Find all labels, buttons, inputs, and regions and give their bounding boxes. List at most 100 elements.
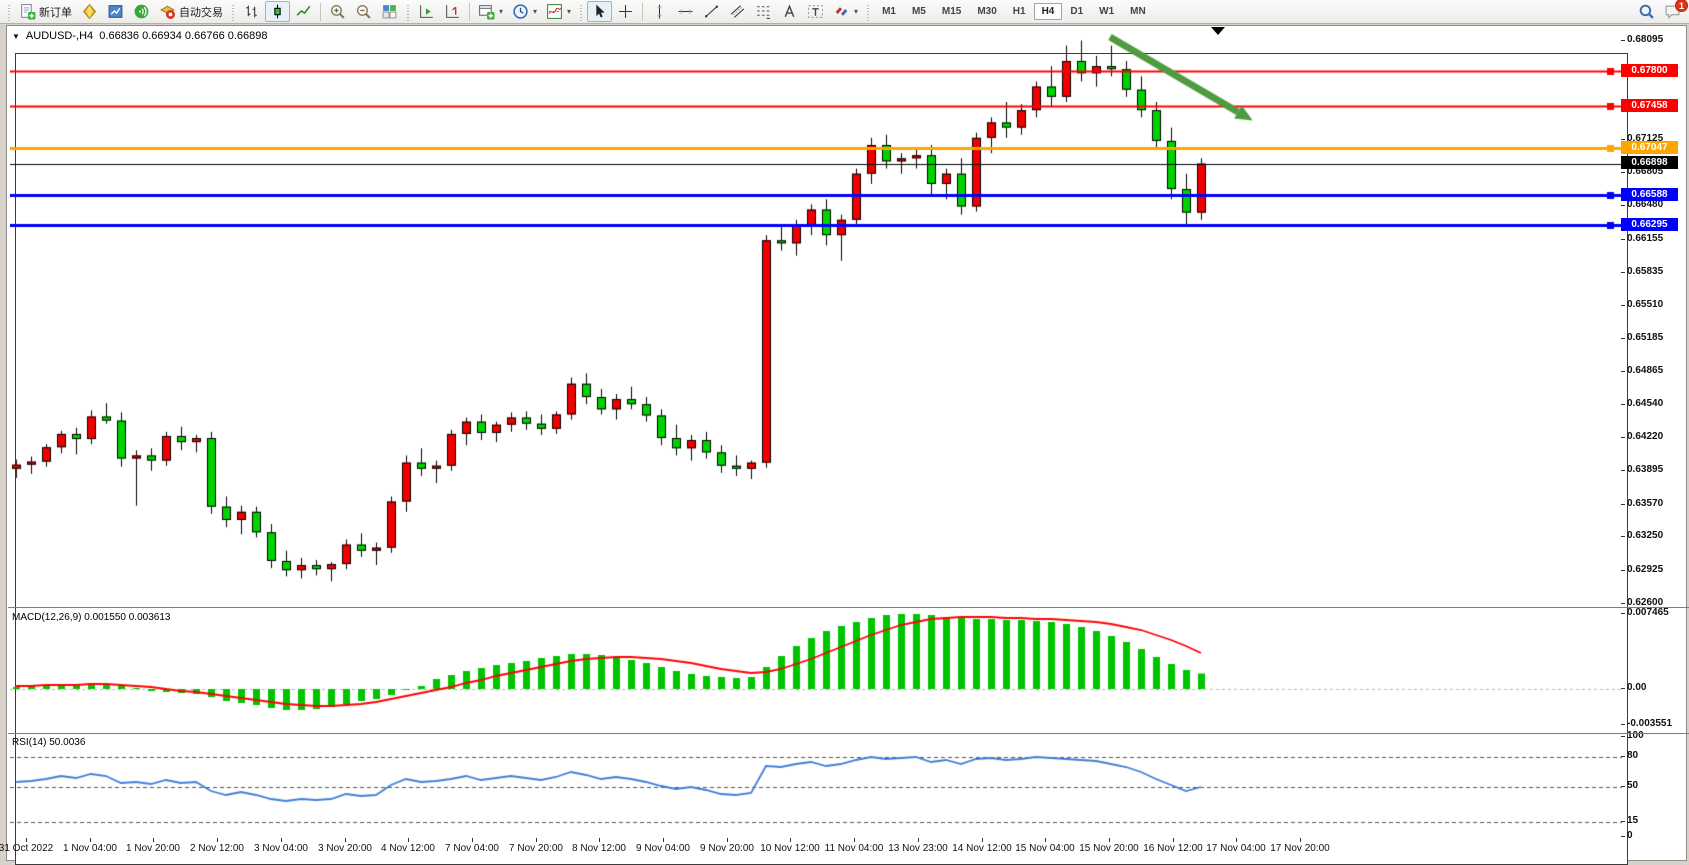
y-axis-tick: 0.65510 — [1627, 299, 1664, 310]
timeframe-M5[interactable]: M5 — [911, 6, 926, 17]
x-axis-label: 31 Oct 2022 — [0, 843, 54, 854]
macd-axis-tick: -0.003551 — [1627, 718, 1673, 729]
toolbar-grip — [578, 2, 585, 21]
y-axis-tick-mark — [1621, 205, 1625, 206]
x-axis-label: 17 Nov 04:00 — [1206, 843, 1266, 854]
fibonacci-button[interactable] — [751, 1, 776, 22]
price-line-label[interactable]: 0.67047 — [1621, 141, 1678, 154]
y-axis-tick-mark — [1621, 504, 1625, 505]
x-axis-tick-mark — [281, 838, 282, 842]
y-axis-tick: 0.62600 — [1627, 597, 1664, 608]
search-icon — [1638, 3, 1655, 20]
candlestick-icon — [269, 3, 286, 20]
tile-windows-button[interactable] — [377, 1, 402, 22]
rsi-axis-tick: 80 — [1627, 750, 1639, 761]
timeframe-M15[interactable]: M15 — [941, 6, 962, 17]
chart-window — [6, 25, 1687, 865]
notifications-button[interactable]: 1 — [1660, 0, 1688, 22]
y-axis-tick: 0.66155 — [1627, 233, 1664, 244]
line-chart-icon — [295, 3, 312, 20]
x-axis-tick-mark — [790, 838, 791, 842]
macd-axis-tick-mark — [1621, 724, 1625, 725]
arrows-button[interactable]: ▾ — [829, 1, 862, 22]
y-axis-tick-mark — [1621, 371, 1625, 372]
chart-title[interactable]: ▼ AUDUSD-,H4 0.66836 0.66934 0.66766 0.66… — [12, 30, 268, 42]
vertical-line-button[interactable] — [647, 1, 672, 22]
price-chart-canvas[interactable] — [10, 28, 1622, 608]
timeframe-H4[interactable]: H4 — [1033, 3, 1063, 20]
cursor-button[interactable] — [587, 1, 613, 22]
arrows-icon — [833, 3, 850, 20]
price-line-label[interactable]: 0.67458 — [1621, 99, 1678, 112]
scale-marker-triangle — [1211, 27, 1225, 35]
y-axis-tick-mark — [1621, 536, 1625, 537]
y-axis-tick: 0.65835 — [1627, 266, 1664, 277]
y-axis-tick: 0.64220 — [1627, 431, 1664, 442]
timeframe-M30[interactable]: M30 — [977, 6, 997, 17]
macd-canvas[interactable] — [10, 609, 1622, 734]
rsi-canvas[interactable] — [10, 735, 1622, 839]
channel-button[interactable] — [725, 1, 750, 22]
trendline-icon — [703, 3, 720, 20]
indicators-button[interactable]: ▾ — [542, 1, 575, 22]
x-axis-label: 10 Nov 12:00 — [760, 843, 820, 854]
y-axis-tick: 0.66805 — [1627, 166, 1664, 177]
timeframe-MN[interactable]: MN — [1130, 6, 1146, 17]
line-chart-button[interactable] — [291, 1, 316, 22]
new-order-button[interactable]: 新订单 — [15, 1, 76, 22]
x-axis-tick-mark — [1236, 838, 1237, 842]
clock-icon — [512, 3, 529, 20]
new-chart-button[interactable]: ▾ — [474, 1, 507, 22]
x-axis-tick-mark — [1045, 838, 1046, 842]
x-axis-label: 8 Nov 12:00 — [572, 843, 626, 854]
timeframe-M1[interactable]: M1 — [882, 6, 896, 17]
auto-trading-icon — [159, 3, 176, 20]
timeframe-D1[interactable]: D1 — [1070, 6, 1084, 17]
trendline-button[interactable] — [699, 1, 724, 22]
text-label-icon — [807, 3, 824, 20]
zoom-in-icon — [329, 3, 346, 20]
zoom-in-button[interactable] — [325, 1, 350, 22]
bar-chart-icon — [243, 3, 260, 20]
rsi-label: RSI(14) 50.0036 — [12, 737, 86, 748]
charts-button[interactable] — [103, 1, 128, 22]
price-line-label[interactable]: 0.66295 — [1621, 218, 1678, 231]
search-button[interactable] — [1634, 1, 1659, 22]
y-axis-tick-mark — [1621, 40, 1625, 41]
text-label-button[interactable] — [803, 1, 828, 22]
panel-splitter[interactable] — [8, 733, 1689, 734]
price-line-label[interactable]: 0.67800 — [1621, 64, 1678, 77]
y-axis-tick: 0.64865 — [1627, 365, 1664, 376]
text-button[interactable] — [777, 1, 802, 22]
x-axis-tick-mark — [727, 838, 728, 842]
x-axis-label: 15 Nov 04:00 — [1015, 843, 1075, 854]
new-order-label: 新订单 — [39, 6, 72, 19]
crosshair-button[interactable] — [613, 1, 638, 22]
auto-trading-button[interactable]: 自动交易 — [155, 1, 227, 22]
macd-axis-tick: 0.007465 — [1627, 607, 1669, 618]
market-button[interactable] — [77, 1, 102, 22]
periods-button[interactable]: ▾ — [508, 1, 541, 22]
candlestick-button[interactable] — [265, 1, 290, 22]
y-axis-tick-mark — [1621, 437, 1625, 438]
price-line-label[interactable]: 0.66898 — [1621, 156, 1678, 169]
y-axis-tick: 0.65185 — [1627, 332, 1664, 343]
horizontal-line-button[interactable] — [673, 1, 698, 22]
timeframe-W1[interactable]: W1 — [1099, 6, 1115, 17]
auto-scroll-button[interactable] — [414, 1, 439, 22]
signals-button[interactable] — [129, 1, 154, 22]
timeframe-H1[interactable]: H1 — [1012, 6, 1026, 17]
x-axis-label: 7 Nov 20:00 — [509, 843, 563, 854]
new-chart-icon — [478, 3, 495, 20]
chart-shift-button[interactable] — [440, 1, 465, 22]
zoom-out-button[interactable] — [351, 1, 376, 22]
price-line-label[interactable]: 0.66588 — [1621, 188, 1678, 201]
bar-chart-button[interactable] — [239, 1, 264, 22]
x-axis-label: 15 Nov 20:00 — [1079, 843, 1139, 854]
rsi-axis-tick: 50 — [1627, 780, 1639, 791]
channel-icon — [729, 3, 746, 20]
symbol-period-label: AUDUSD-,H4 — [25, 30, 94, 42]
x-axis-tick-mark — [90, 838, 91, 842]
panel-splitter[interactable] — [8, 607, 1689, 608]
y-axis-tick-mark — [1621, 338, 1625, 339]
